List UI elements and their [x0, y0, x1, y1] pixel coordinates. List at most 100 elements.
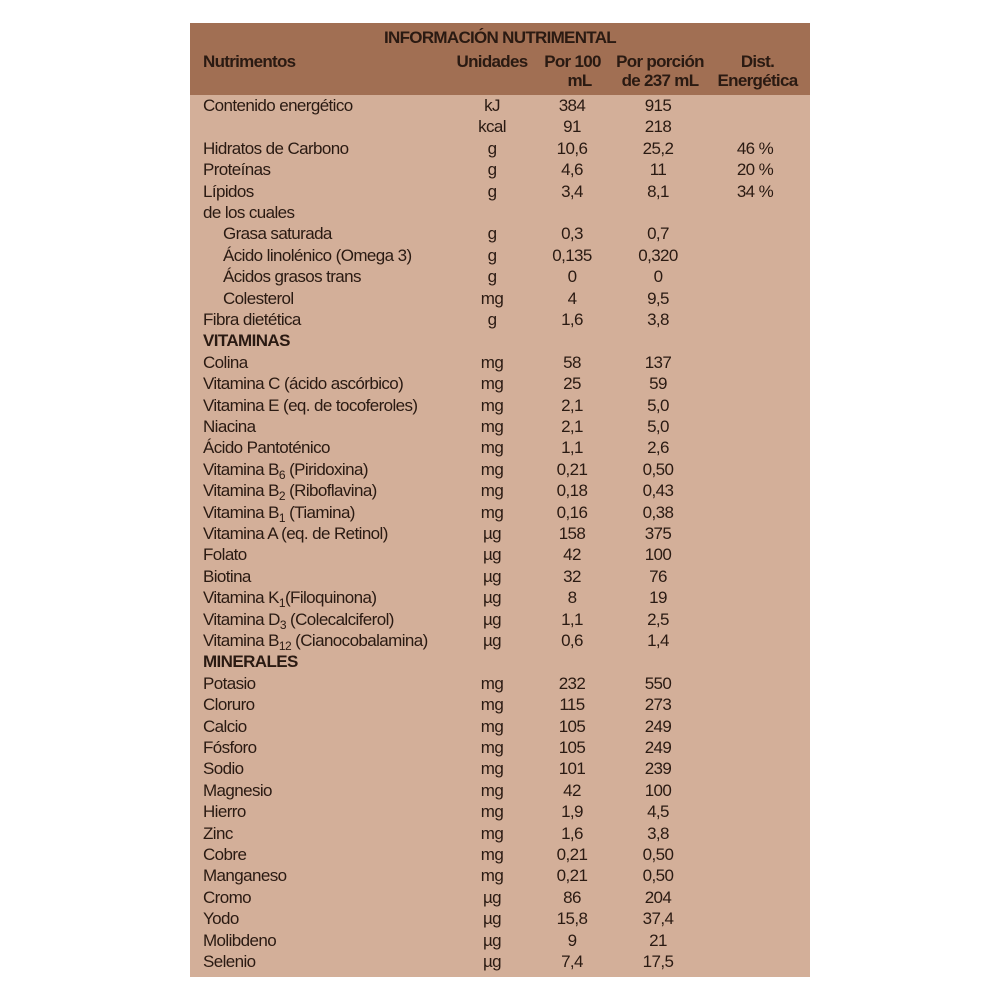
nutrient-name: Yodo — [203, 909, 239, 928]
unit-cell: kcal — [478, 117, 506, 137]
per-100ml-cell: 0,3 — [561, 224, 583, 244]
nutrient-name: Contenido energético — [203, 96, 353, 115]
nutrient-name-text: Yodo — [203, 909, 239, 929]
unit-cell: µg — [482, 588, 502, 608]
unit-cell: µg — [482, 609, 502, 629]
unit-cell: µg — [482, 952, 502, 971]
per-portion-cell: 59 — [649, 374, 667, 394]
nutrient-name-suffix: (Piridoxina) — [284, 459, 368, 479]
nutrient-name-text: Zinc — [203, 823, 233, 843]
nutrient-name-text: Vitamina A (eq. de Retinol) — [203, 524, 388, 543]
per-portion-cell: 239 — [644, 759, 672, 779]
nutrient-name-text: Ácidos grasos trans — [223, 267, 361, 287]
energy-distribution-cell: 34 % — [736, 181, 774, 201]
per-portion-cell: 19 — [649, 588, 667, 608]
column-header-nutrients: Nutrimentos — [203, 52, 296, 71]
nutrient-name-text: Sodio — [203, 759, 244, 779]
unit-cell: mg — [480, 823, 504, 843]
unit-cell: mg — [480, 780, 504, 800]
per-100ml-cell: 105 — [558, 716, 586, 736]
table-row: Cloruro mg 115 273 — [190, 694, 810, 715]
per-portion-cell: 76 — [649, 566, 667, 586]
nutrient-name: Cobre — [203, 845, 247, 864]
table-row: Grasa saturada g 0,3 0,7 — [190, 223, 810, 244]
table-row: Fibra dietética g 1,6 3,8 — [190, 309, 810, 330]
per-100ml-cell: 1,6 — [561, 310, 583, 329]
nutrient-name-text: Grasa saturada — [223, 224, 332, 244]
nutrient-name-text: Vitamina C (ácido ascórbico) — [203, 374, 404, 394]
nutrient-name-text: Hierro — [203, 802, 246, 822]
per-portion-cell: 4,5 — [647, 802, 669, 822]
nutrient-name: Ácidos grasos trans — [223, 267, 361, 286]
nutrient-name: Vitamina K1(Filoquinona) — [203, 588, 377, 609]
nutrient-name-text: Manganeso — [203, 866, 287, 886]
nutrient-name-text: Colina — [203, 352, 248, 372]
column-header-portion-line2: de 237 mL — [621, 71, 700, 90]
per-100ml-cell: 4 — [567, 288, 577, 308]
unit-cell: kJ — [484, 96, 500, 115]
table-row: Colesterol mg 4 9,5 — [190, 288, 810, 309]
table-row: Vitamina B6 (Piridoxina) mg 0,21 0,50 — [190, 459, 810, 481]
table-row: Manganeso mg 0,21 0,50 — [190, 865, 810, 886]
per-portion-cell: 204 — [644, 887, 672, 907]
per-100ml-cell: 9 — [567, 930, 577, 950]
table-row: Contenido energético kJ 384 915 — [190, 95, 810, 116]
energy-distribution-cell: 46 % — [736, 138, 774, 158]
per-100ml-cell: 8 — [567, 588, 577, 608]
nutrient-name-suffix: (Filoquinona) — [284, 588, 377, 608]
nutrient-name-text: Cobre — [203, 845, 247, 864]
nutrient-name: Vitamina B1 (Tiamina) — [203, 502, 355, 524]
per-100ml-cell: 42 — [563, 780, 581, 800]
per-portion-cell: 218 — [644, 117, 672, 137]
per-100ml-cell: 101 — [558, 759, 586, 779]
table-row: Proteínas g 4,6 11 20 % — [190, 159, 810, 180]
per-portion-cell: 17,5 — [642, 952, 674, 971]
unit-cell: g — [487, 160, 497, 180]
column-header-dist-line1: Dist. — [740, 52, 775, 71]
unit-cell: g — [487, 181, 497, 201]
unit-cell: mg — [480, 695, 504, 715]
per-portion-cell: 3,8 — [647, 823, 669, 843]
column-header-energy-distribution: Dist. Energética — [710, 52, 805, 90]
nutrient-name-text: Selenio — [203, 952, 256, 971]
nutrient-name-text: Calcio — [203, 716, 247, 736]
table-row: Zinc mg 1,6 3,8 — [190, 823, 810, 844]
per-100ml-cell: 1,1 — [561, 609, 583, 629]
section-header-row: MINERALES — [190, 651, 810, 672]
table-row: Vitamina B12 (Cianocobalamina) µg 0,6 1,4 — [190, 630, 810, 652]
nutrient-name: Manganeso — [203, 866, 287, 886]
per-100ml-cell: 115 — [559, 695, 585, 715]
per-portion-cell: 8,1 — [647, 181, 669, 201]
per-100ml-cell: 4,6 — [561, 160, 583, 180]
nutrient-name: Vitamina B6 (Piridoxina) — [203, 459, 368, 481]
nutrient-name: Colina — [203, 353, 248, 372]
per-portion-cell: 249 — [644, 738, 672, 757]
per-portion-cell: 0,43 — [642, 481, 674, 501]
per-100ml-cell: 1,1 — [561, 438, 583, 458]
unit-cell: mg — [480, 673, 504, 693]
table-row: Vitamina K1(Filoquinona) µg 8 19 — [190, 587, 810, 609]
nutrient-name: Grasa saturada — [223, 224, 332, 243]
table-row: Selenio µg 7,4 17,5 — [190, 951, 810, 972]
per-100ml-cell: 1,6 — [561, 823, 583, 843]
unit-cell: g — [487, 267, 497, 287]
per-100ml-cell: 0 — [567, 267, 577, 287]
table-row: Magnesio mg 42 100 — [190, 780, 810, 801]
unit-cell: mg — [480, 374, 504, 394]
table-row: Cobre mg 0,21 0,50 — [190, 844, 810, 865]
nutrient-name: Vitamina C (ácido ascórbico) — [203, 374, 404, 394]
nutrient-name-text: Contenido energético — [203, 96, 353, 115]
unit-cell: mg — [480, 845, 504, 864]
unit-cell: µg — [482, 631, 502, 650]
per-100ml-cell: 42 — [563, 545, 581, 565]
per-portion-cell: 100 — [644, 780, 672, 800]
table-title: INFORMACIÓN NUTRIMENTAL — [384, 28, 617, 47]
nutrient-name-text: Vitamina B — [203, 502, 280, 522]
unit-cell: µg — [482, 930, 502, 950]
per-100ml-cell: 0,21 — [556, 866, 588, 886]
nutrient-name: Vitamina D3 (Colecalciferol) — [203, 610, 394, 631]
per-portion-cell: 9,5 — [647, 288, 669, 308]
nutrient-name-text: Colesterol — [223, 288, 294, 308]
nutrient-name: Calcio — [203, 717, 247, 736]
nutrient-name: Vitamina A (eq. de Retinol) — [203, 524, 388, 543]
